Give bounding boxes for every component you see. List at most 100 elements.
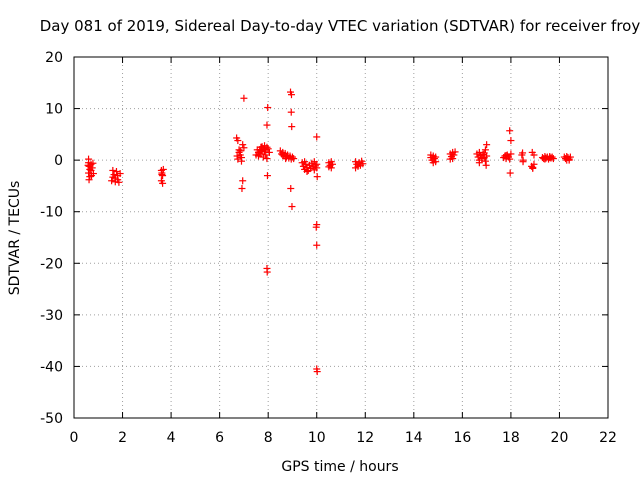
data-point (313, 164, 321, 172)
data-point (109, 173, 117, 181)
data-point (85, 176, 93, 184)
data-point (507, 150, 515, 158)
x-tick-label: 16 (453, 430, 471, 446)
y-tick-label: 0 (54, 153, 63, 169)
y-tick-labels: 20 10 0 -10 -20 -30 -40 -50 (40, 50, 63, 427)
x-tick-label: 10 (308, 430, 326, 446)
data-point (303, 167, 311, 175)
y-tick-label: -40 (40, 359, 63, 375)
data-point (240, 144, 248, 152)
data-point (450, 151, 458, 159)
data-point (258, 143, 266, 151)
data-point (237, 157, 245, 165)
data-point (233, 152, 241, 160)
data-point (502, 152, 510, 160)
y-tick-label: 20 (45, 50, 63, 66)
data-point (89, 170, 97, 178)
grid-lines (74, 57, 608, 418)
data-point (325, 163, 333, 171)
data-point (89, 159, 97, 167)
data-point (530, 160, 538, 168)
data-point (329, 160, 337, 168)
x-axis-label: GPS time / hours (281, 459, 398, 475)
data-point (313, 368, 321, 376)
data-point (312, 223, 320, 231)
data-point (279, 151, 287, 159)
axis-ticks (73, 56, 609, 419)
x-tick-label: 14 (405, 430, 423, 446)
data-point (446, 155, 454, 163)
y-axis-label: SDTVAR / TECUs (7, 181, 23, 296)
data-point (253, 146, 261, 154)
data-point (263, 155, 271, 163)
x-tick-label: 6 (215, 430, 224, 446)
data-point (549, 155, 557, 163)
data-point (288, 153, 296, 161)
x-tick-label: 20 (551, 430, 569, 446)
data-point (541, 155, 549, 163)
data-point (481, 146, 489, 154)
data-point (475, 159, 483, 167)
y-tick-label: -50 (40, 411, 63, 427)
data-point (263, 268, 271, 276)
data-point (239, 177, 247, 185)
data-point (507, 137, 515, 145)
data-point (259, 153, 267, 161)
data-point (430, 155, 438, 163)
data-point (238, 185, 246, 193)
data-point (264, 145, 272, 153)
data-point (287, 91, 295, 99)
data-point (506, 155, 514, 163)
data-point (481, 157, 489, 165)
data-point (529, 163, 537, 171)
data-point (282, 155, 290, 163)
data-point (301, 158, 309, 166)
x-tick-label: 4 (167, 430, 176, 446)
data-point (234, 155, 242, 163)
data-point (352, 164, 360, 172)
x-tick-label: 12 (356, 430, 374, 446)
data-point (546, 153, 554, 161)
data-point (116, 170, 124, 178)
x-tick-label: 8 (264, 430, 273, 446)
chart-title: Day 081 of 2019, Sidereal Day-to-day VTE… (40, 17, 640, 35)
data-point (565, 156, 573, 164)
data-point (480, 149, 488, 157)
data-point (288, 123, 296, 131)
data-point (482, 161, 490, 169)
data-point (563, 153, 571, 161)
data-points (84, 88, 574, 376)
data-point (109, 166, 117, 174)
x-tick-labels: 0 2 4 6 8 10 12 14 16 18 20 22 (70, 430, 617, 446)
data-point (236, 147, 244, 155)
data-point (265, 148, 273, 156)
x-tick-label: 22 (599, 430, 617, 446)
x-tick-label: 0 (70, 430, 79, 446)
data-point (506, 127, 514, 135)
x-tick-label: 2 (118, 430, 127, 446)
data-point (483, 141, 491, 149)
data-point (432, 153, 440, 161)
data-point (288, 203, 296, 211)
data-point (264, 104, 272, 112)
data-point (359, 160, 367, 168)
data-point (159, 179, 167, 187)
data-point (234, 137, 242, 145)
data-point (240, 94, 248, 102)
y-tick-label: 10 (45, 102, 63, 118)
data-point (159, 172, 167, 180)
data-point (313, 241, 321, 249)
data-point (256, 150, 264, 158)
data-point (310, 158, 318, 166)
data-point (519, 149, 527, 157)
data-point (263, 172, 271, 180)
plot-frame (73, 56, 609, 419)
data-point (159, 165, 167, 173)
data-point (112, 167, 120, 175)
data-point (84, 161, 92, 169)
data-point (263, 121, 271, 129)
data-point (451, 148, 459, 156)
data-point (115, 178, 123, 186)
data-point (506, 169, 514, 177)
